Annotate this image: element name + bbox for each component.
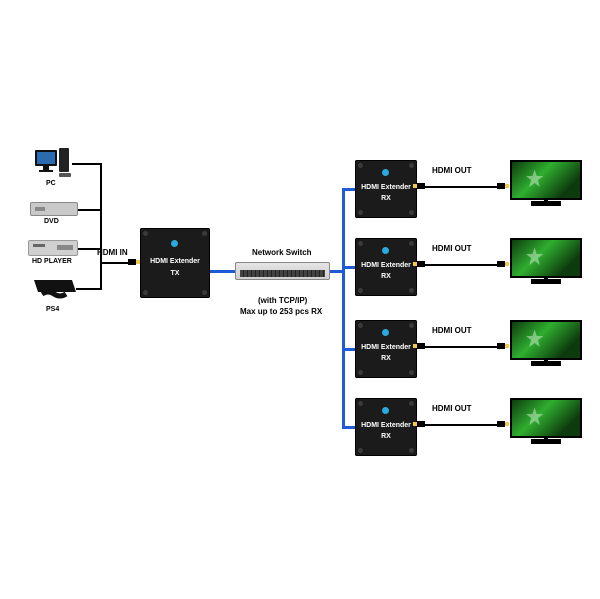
rx2-title: HDMI Extender <box>355 262 417 269</box>
plug-out-2b <box>497 261 505 267</box>
cable-dvd <box>78 209 100 211</box>
rx4-sub: RX <box>355 433 417 440</box>
eth-branch-3 <box>342 348 355 351</box>
tv-3 <box>510 320 582 366</box>
label-pc: PC <box>46 180 56 187</box>
tv-1 <box>510 160 582 206</box>
cable-ps4 <box>76 288 100 290</box>
cable-pc <box>72 163 100 165</box>
label-switch: Network Switch <box>252 248 312 257</box>
eth-tx-switch <box>210 270 235 273</box>
plug-out-3b <box>497 343 505 349</box>
label-ps4: PS4 <box>46 306 59 313</box>
label-hdmi-out-1: HDMI OUT <box>432 166 472 175</box>
plug-out-3a <box>417 343 425 349</box>
cable-out-1 <box>417 186 497 188</box>
label-hdmi-in: HDMI IN <box>97 248 128 257</box>
extender-tx: HDMI Extender TX <box>140 228 210 298</box>
tv-4 <box>510 398 582 444</box>
device-ps4 <box>32 278 76 306</box>
plug-out-1a <box>417 183 425 189</box>
eth-branch-1 <box>342 188 355 191</box>
plug-out-1b <box>497 183 505 189</box>
tx-sub: TX <box>140 270 210 277</box>
extender-rx-1: HDMI Extender RX <box>355 160 417 218</box>
extender-rx-3: HDMI Extender RX <box>355 320 417 378</box>
eth-branch-4 <box>342 426 355 429</box>
extender-rx-2: HDMI Extender RX <box>355 238 417 296</box>
plug-tx-in <box>128 259 136 265</box>
device-pc <box>35 148 71 178</box>
eth-branch-2 <box>342 266 355 269</box>
cable-out-3 <box>417 346 497 348</box>
diagram-canvas: PC DVD HD PLAYER PS4 HDMI IN HDMI Extend… <box>0 0 600 599</box>
rx4-title: HDMI Extender <box>355 422 417 429</box>
device-dvd <box>30 202 78 216</box>
rx3-sub: RX <box>355 355 417 362</box>
eth-trunk-v <box>342 188 345 428</box>
device-hdplayer <box>28 240 78 256</box>
cable-to-tx <box>100 262 128 264</box>
tx-title: HDMI Extender <box>140 258 210 265</box>
rx2-sub: RX <box>355 273 417 280</box>
plug-out-4a <box>417 421 425 427</box>
plug-out-4b <box>497 421 505 427</box>
label-hdmi-out-4: HDMI OUT <box>432 404 472 413</box>
note-max: Max up to 253 pcs RX <box>240 307 322 316</box>
label-hdmi-out-3: HDMI OUT <box>432 326 472 335</box>
label-hdplayer: HD PLAYER <box>32 258 72 265</box>
rx1-sub: RX <box>355 195 417 202</box>
plug-out-2a <box>417 261 425 267</box>
rx3-title: HDMI Extender <box>355 344 417 351</box>
note-tcpip: (with TCP/IP) <box>258 296 307 305</box>
network-switch <box>235 262 330 280</box>
cable-out-4 <box>417 424 497 426</box>
cable-out-2 <box>417 264 497 266</box>
extender-rx-4: HDMI Extender RX <box>355 398 417 456</box>
cable-merge <box>100 163 102 290</box>
label-dvd: DVD <box>44 218 59 225</box>
tv-2 <box>510 238 582 284</box>
label-hdmi-out-2: HDMI OUT <box>432 244 472 253</box>
rx1-title: HDMI Extender <box>355 184 417 191</box>
